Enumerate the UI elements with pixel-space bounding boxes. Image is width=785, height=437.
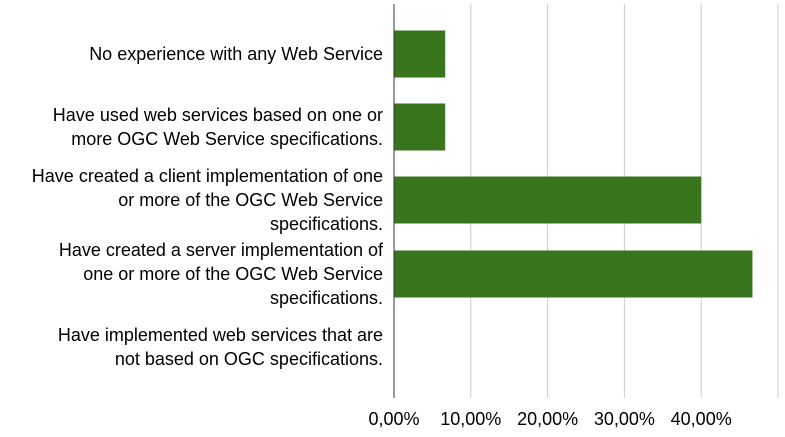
- x-tick-label-20: 20,00%: [517, 409, 578, 429]
- category-label-2: Have created a client implementation of …: [32, 166, 383, 234]
- category-label-3: Have created a server implementation of o…: [59, 240, 384, 308]
- bar-0: [394, 30, 446, 78]
- category-labels: No experience with any Web Service Have u…: [32, 44, 384, 369]
- bar-3: [394, 250, 753, 298]
- category-label-4: Have implemented web services that are no…: [58, 325, 383, 369]
- bar-2: [394, 176, 702, 224]
- x-tick-label-30: 30,00%: [594, 409, 655, 429]
- bars: [394, 30, 753, 298]
- bar-1: [394, 103, 446, 151]
- x-tick-label-40: 40,00%: [671, 409, 732, 429]
- x-tick-label-0: 0,00%: [368, 409, 419, 429]
- category-label-0: No experience with any Web Service: [89, 44, 383, 64]
- x-tick-labels: 0,00% 10,00% 20,00% 30,00% 40,00%: [368, 409, 731, 429]
- x-tick-label-10: 10,00%: [440, 409, 501, 429]
- category-label-1: Have used web services based on one or mo…: [53, 105, 383, 149]
